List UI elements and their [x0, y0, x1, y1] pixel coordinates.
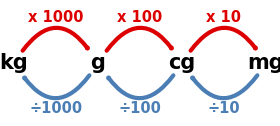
Text: ÷100: ÷100	[118, 101, 162, 116]
Text: x 10: x 10	[206, 10, 241, 25]
FancyArrowPatch shape	[23, 28, 88, 51]
Text: g: g	[90, 53, 106, 73]
Text: cg: cg	[168, 53, 196, 73]
Text: x 100: x 100	[117, 10, 163, 25]
Text: x 1000: x 1000	[28, 10, 84, 25]
FancyArrowPatch shape	[192, 75, 257, 98]
FancyArrowPatch shape	[108, 75, 173, 98]
FancyArrowPatch shape	[191, 28, 256, 51]
FancyArrowPatch shape	[107, 28, 172, 51]
Text: ÷1000: ÷1000	[29, 101, 83, 116]
Text: kg: kg	[0, 53, 28, 73]
FancyArrowPatch shape	[24, 75, 89, 98]
Text: ÷10: ÷10	[208, 101, 240, 116]
Text: mg: mg	[248, 53, 280, 73]
